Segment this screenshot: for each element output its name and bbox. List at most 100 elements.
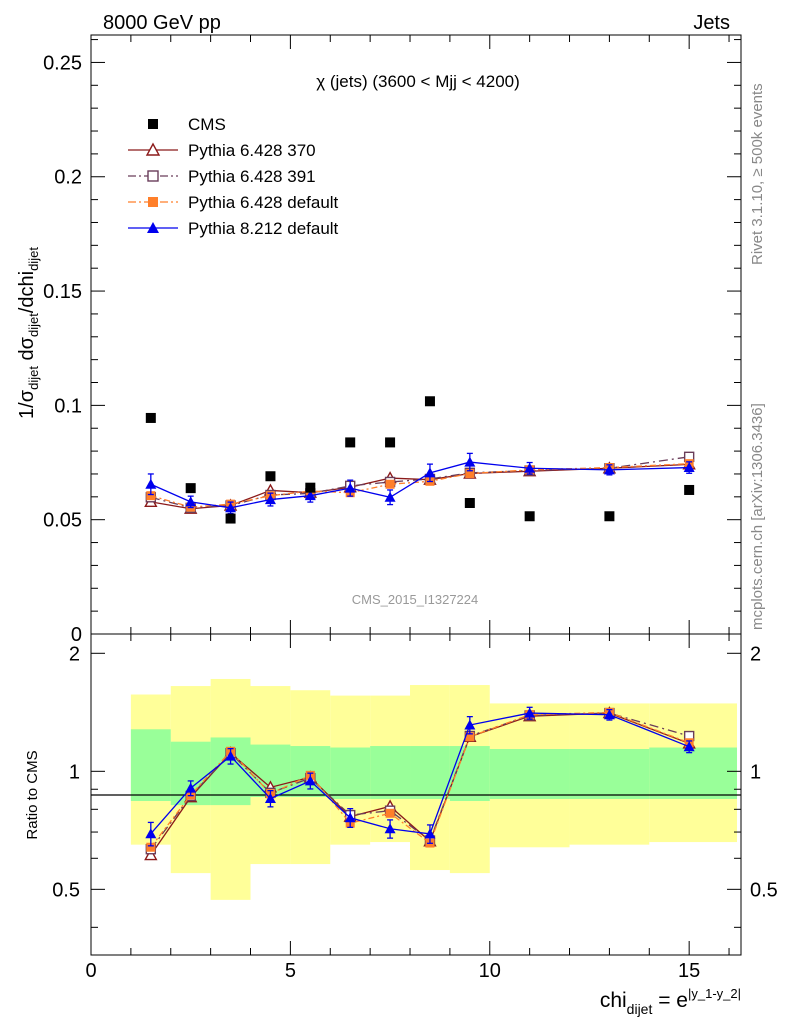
- series-point: [185, 496, 197, 507]
- x-tick-label: 10: [479, 960, 501, 982]
- x-tick-label: 15: [678, 960, 700, 982]
- ratio-point: [385, 808, 395, 818]
- series-line-ratio: [150, 712, 690, 850]
- ratio-point: [424, 828, 436, 839]
- ratio-tick-label-right: 0.5: [750, 879, 778, 901]
- main-ticks: 0.05 0.1 0.15 0.2 0.25 0: [43, 35, 741, 646]
- band-green: [330, 747, 371, 799]
- y-tick-label: 0.1: [54, 395, 82, 417]
- mcplots-label: mcplots.cern.ch [arXiv:1306.3436]: [749, 403, 766, 630]
- ratio-point: [145, 828, 157, 839]
- series-line-main: [150, 461, 690, 509]
- legend: CMS Pythia 6.428 370 Pythia 6.428 391 Pythi…: [128, 115, 339, 238]
- series-line-main: [150, 463, 690, 510]
- ratio-point: [464, 719, 476, 730]
- series-point: [524, 462, 536, 473]
- cms-points: [145, 396, 695, 524]
- ratio-frame: [90, 633, 742, 956]
- legend-marker: [147, 170, 159, 182]
- series-point: [603, 464, 615, 475]
- legend-label: Pythia 6.428 370: [188, 141, 316, 160]
- series-point: [304, 490, 316, 501]
- ratio-point: [603, 709, 615, 720]
- ratio-point: [683, 741, 695, 752]
- header-right: Jets: [693, 12, 730, 34]
- legend-label: Pythia 8.212 default: [188, 219, 339, 238]
- ratio-y-label: Ratio to CMS: [24, 750, 41, 839]
- band-green: [649, 747, 738, 799]
- y-tick-label: 0.05: [43, 510, 82, 532]
- cms-point: [684, 484, 695, 495]
- ratio-point: [344, 812, 356, 823]
- ratio-panel: 0 5 10 15 0.5 0.5 1 1 2 2 Ratio to CMS: [24, 633, 778, 982]
- y-tick-label: 0.25: [43, 52, 82, 74]
- cms-point: [524, 511, 535, 522]
- series-line-main: [150, 456, 690, 509]
- legend-marker: [148, 119, 158, 129]
- y-tick-label: 0.15: [43, 281, 82, 303]
- band-green: [410, 746, 450, 799]
- legend-marker: [148, 197, 158, 207]
- cms-point: [145, 412, 156, 423]
- ratio-tick-label-right: 1: [750, 761, 761, 783]
- band-green: [449, 746, 490, 802]
- series-point: [683, 462, 695, 473]
- ratio-point: [304, 775, 316, 786]
- legend-label: Pythia 6.428 default: [188, 193, 339, 212]
- ratio-point: [146, 842, 156, 852]
- cms-point: [265, 471, 276, 482]
- legend-marker: [145, 142, 161, 156]
- ratio-point: [524, 707, 536, 718]
- chart-title: χ (jets) (3600 < Mjj < 4200): [316, 72, 520, 91]
- header-left: 8000 GeV pp: [103, 12, 221, 34]
- y-tick-label-zero: 0: [71, 624, 82, 646]
- cms-point: [385, 437, 396, 448]
- cms-point: [604, 511, 615, 522]
- series-point: [384, 491, 396, 502]
- series-line-ratio: [150, 712, 690, 835]
- ratio-point: [185, 782, 197, 793]
- series-line-ratio: [150, 711, 690, 848]
- cms-point: [225, 513, 236, 524]
- band-green: [569, 749, 650, 799]
- series-point: [465, 469, 475, 479]
- series-point: [344, 482, 356, 493]
- main-series: [144, 451, 696, 515]
- y-axis-label: 1/σdijet dσdijet/dchidijet: [16, 247, 41, 419]
- ratio-ticks: 0 5 10 15 0.5 0.5 1 1 2 2: [52, 634, 778, 982]
- x-tick-label: 0: [85, 960, 96, 982]
- ratio-tick-label-left: 0.5: [52, 879, 80, 901]
- band-green: [489, 749, 570, 799]
- cms-point: [185, 483, 196, 494]
- cms-point: [345, 437, 356, 448]
- series-point: [264, 494, 276, 505]
- series-point: [385, 479, 395, 489]
- series-point: [424, 467, 436, 478]
- legend-marker: [147, 222, 159, 233]
- ratio-point: [144, 848, 158, 861]
- ratio-point: [465, 732, 475, 742]
- band-green: [130, 729, 171, 802]
- uncertainty-bands: [130, 678, 738, 900]
- band-green: [370, 746, 411, 799]
- ratio-tick-label-left: 2: [69, 643, 80, 665]
- series-point: [464, 456, 476, 467]
- ratio-series: [144, 706, 696, 861]
- cms-point: [464, 497, 475, 508]
- ratio-point: [225, 750, 237, 761]
- y-tick-label: 0.2: [54, 167, 82, 189]
- x-axis-label: chidijet = e|y_1-y_2|: [600, 986, 741, 1017]
- legend-label: CMS: [188, 115, 226, 134]
- watermark: CMS_2015_I1327224: [352, 592, 479, 607]
- legend-label: Pythia 6.428 391: [188, 167, 316, 186]
- cms-point: [424, 396, 435, 407]
- series-line-main: [150, 463, 690, 508]
- rivet-label: Rivet 3.1.10, ≥ 500k events: [749, 83, 766, 265]
- cms-point: [305, 482, 316, 493]
- main-panel: 0.05 0.1 0.15 0.2 0.25 0 χ (jets) (3600 < Mjj…: [16, 34, 742, 646]
- series-point: [225, 502, 237, 513]
- x-tick-label: 5: [285, 960, 296, 982]
- ratio-tick-label-left: 1: [69, 761, 80, 783]
- series-point: [146, 491, 156, 501]
